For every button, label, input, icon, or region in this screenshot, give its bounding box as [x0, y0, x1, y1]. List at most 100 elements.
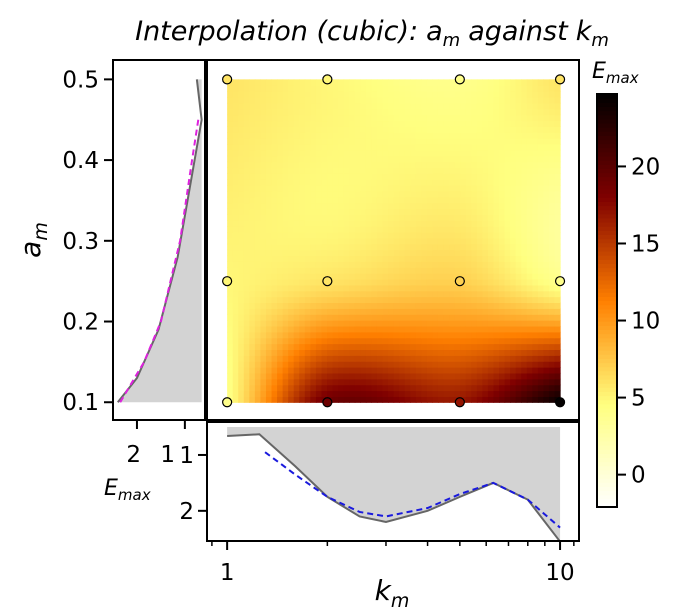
- heatmap-cell: [299, 320, 306, 327]
- heatmap-cell: [526, 273, 533, 280]
- heatmap-cell: [465, 91, 472, 98]
- heatmap-cell: [327, 202, 334, 210]
- heatmap-cell: [265, 308, 273, 315]
- heatmap-cell: [449, 202, 456, 210]
- heatmap-cell: [460, 232, 467, 239]
- heatmap-cell: [260, 284, 267, 292]
- heatmap-cell: [482, 185, 489, 192]
- heatmap-cell: [376, 108, 384, 116]
- heatmap-cell: [421, 114, 428, 122]
- heatmap-cell: [277, 243, 284, 251]
- heatmap-cell: [493, 108, 500, 116]
- heatmap-cell: [510, 290, 517, 298]
- heatmap-cell: [510, 96, 517, 104]
- heatmap-cell: [487, 255, 495, 262]
- heatmap-cell: [254, 96, 262, 104]
- heatmap-cell: [499, 220, 506, 227]
- heatmap-cell: [315, 202, 323, 210]
- heatmap-cell: [482, 396, 489, 403]
- heatmap-cell: [232, 96, 239, 104]
- heatmap-cell: [243, 384, 250, 392]
- heatmap-cell: [399, 325, 406, 333]
- heatmap-cell: [476, 278, 483, 286]
- heatmap-cell: [482, 190, 489, 198]
- heatmap-cell: [487, 378, 495, 386]
- heatmap-cell: [404, 243, 411, 251]
- heatmap-cell: [393, 320, 400, 327]
- heatmap-cell: [415, 384, 422, 392]
- heatmap-cell: [332, 161, 339, 169]
- heatmap-cell: [265, 255, 273, 262]
- heatmap-cell: [321, 208, 328, 215]
- heatmap-cell: [388, 343, 395, 351]
- heatmap-cell: [426, 185, 434, 192]
- heatmap-cell: [371, 190, 378, 198]
- heatmap-cell: [238, 384, 245, 392]
- heatmap-cell: [260, 132, 267, 139]
- heatmap-cell: [310, 255, 317, 262]
- heatmap-cell: [465, 161, 472, 169]
- colorbar-segment: [597, 333, 617, 339]
- heatmap-cell: [376, 208, 384, 215]
- heatmap-cell: [393, 396, 400, 403]
- heatmap-cell: [310, 143, 317, 151]
- heatmap-cell: [537, 396, 545, 403]
- heatmap-cell: [432, 243, 439, 251]
- heatmap-cell: [227, 296, 234, 304]
- heatmap-cell: [393, 267, 400, 274]
- heatmap-cell: [304, 290, 311, 298]
- heatmap-cell: [360, 108, 367, 116]
- colorbar-segment: [597, 267, 617, 273]
- heatmap-cell: [315, 220, 323, 227]
- heatmap-cell: [487, 325, 495, 333]
- heatmap-cell: [349, 384, 356, 392]
- heatmap-cell: [437, 91, 445, 98]
- heatmap-cell: [299, 237, 306, 245]
- heatmap-cell: [332, 296, 339, 304]
- heatmap-cell: [382, 179, 389, 186]
- heatmap-cell: [304, 296, 311, 304]
- heatmap-cell: [321, 143, 328, 151]
- heatmap-cell: [376, 343, 384, 351]
- heatmap-cell: [354, 108, 361, 116]
- heatmap-cell: [327, 273, 334, 280]
- heatmap-cell: [354, 220, 361, 227]
- heatmap-cell: [321, 126, 328, 133]
- heatmap-cell: [304, 278, 311, 286]
- heatmap-cell: [437, 261, 445, 268]
- heatmap-cell: [410, 249, 417, 257]
- heatmap-cell: [232, 337, 239, 345]
- colorbar-segment: [597, 184, 617, 190]
- heatmap-cell: [399, 255, 406, 262]
- heatmap-cell: [365, 91, 373, 98]
- heatmap-cell: [504, 226, 511, 233]
- heatmap-cell: [487, 179, 495, 186]
- heatmap-cell: [548, 149, 556, 157]
- heatmap-cell: [354, 149, 361, 157]
- heatmap-cell: [327, 232, 334, 239]
- heatmap-cell: [499, 396, 506, 403]
- heatmap-cell: [482, 208, 489, 215]
- colorbar-tick-label: 15: [631, 231, 660, 257]
- heatmap-cell: [487, 167, 495, 174]
- heatmap-cell: [249, 261, 256, 268]
- heatmap-cell: [265, 284, 273, 292]
- heatmap-cell: [365, 85, 373, 92]
- heatmap-cell: [443, 126, 450, 133]
- heatmap-cell: [399, 173, 406, 180]
- heatmap-cell: [449, 331, 456, 339]
- heatmap-cell: [332, 132, 339, 139]
- heatmap-cell: [338, 314, 345, 321]
- heatmap-cell: [354, 173, 361, 180]
- heatmap-cell: [343, 196, 350, 204]
- heatmap-cell: [376, 120, 384, 127]
- heatmap-cell: [371, 378, 378, 386]
- colorbar-segment: [597, 106, 617, 112]
- heatmap-cell: [288, 308, 295, 315]
- heatmap-cell: [354, 372, 361, 380]
- heatmap-cell: [487, 143, 495, 151]
- heatmap-cell: [371, 132, 378, 139]
- heatmap-cell: [432, 372, 439, 380]
- heatmap-cell: [338, 349, 345, 356]
- heatmap-cell: [354, 138, 361, 145]
